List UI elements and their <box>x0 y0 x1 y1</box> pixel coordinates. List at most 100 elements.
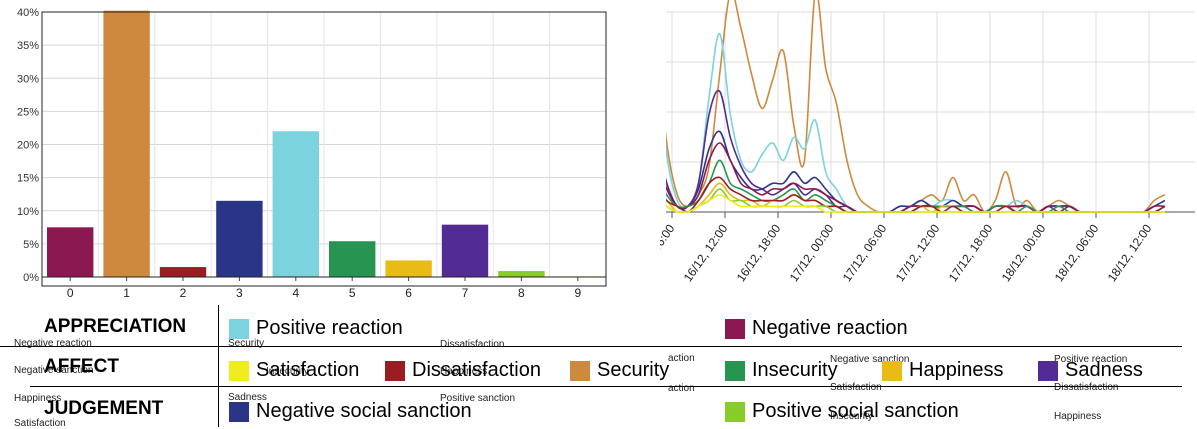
x-tick-label: 18/12, 06:00 <box>1052 221 1102 284</box>
legend-swatch <box>725 360 745 381</box>
ghost-label: Security <box>228 338 265 349</box>
x-tick-label: 8 <box>518 286 525 300</box>
series-line <box>666 0 1166 213</box>
legend-item-sadness: Sadness <box>1038 359 1143 382</box>
bar-chart-svg: 0% 5% 10% 15% 20% 25% 30% 35% 40% 0 1 2 3 4 5 6 7 8 9 <box>17 7 607 300</box>
x-tick-label: 17/12, 00:00 <box>787 221 837 284</box>
bar <box>159 267 207 277</box>
ghost-label: Negative sanction <box>14 365 94 376</box>
y-tick-label: 20% <box>17 140 39 152</box>
legend-category-appreciation: APPRECIATION <box>44 316 187 337</box>
legend-label: Security <box>597 359 670 381</box>
bar <box>498 271 545 277</box>
legend-item-insecurity: Insecurity <box>725 359 838 382</box>
legend-item-negative-reaction: Negative reaction <box>725 317 908 340</box>
legend-label: Happiness <box>909 359 1004 381</box>
series-line <box>666 193 1165 213</box>
x-tick-label: 16/12, 06:00 <box>660 221 678 284</box>
legend-item-positive-social-sanction: Positive social sanction <box>725 400 959 423</box>
legend-swatch <box>725 318 745 339</box>
x-tick-label: 16/12, 12:00 <box>681 221 731 284</box>
x-tick-label: 17/12, 12:00 <box>893 221 943 284</box>
legend-swatch <box>1038 360 1058 381</box>
x-tick-label: 2 <box>180 286 187 300</box>
y-tick-label: 25% <box>17 106 39 118</box>
x-tick-label: 3 <box>236 286 243 300</box>
y-tick-label: 30% <box>17 73 39 85</box>
series-line <box>666 176 1166 213</box>
ghost-label: Satisfaction <box>830 382 882 393</box>
legend-swatch <box>725 401 745 422</box>
legend-divider <box>218 386 1182 387</box>
legend-label: Dissatisfaction <box>412 359 541 381</box>
x-tick-label: 0 <box>67 286 74 300</box>
ghost-label: Happiness <box>1054 411 1102 422</box>
x-tick-label: 5 <box>349 286 356 300</box>
bar <box>47 227 94 277</box>
bar <box>329 241 376 277</box>
legend-label: Insecurity <box>752 359 838 381</box>
y-tick-label: 10% <box>17 206 39 218</box>
x-tick-label: 4 <box>292 286 299 300</box>
x-tick-label: 18/12, 00:00 <box>999 221 1049 284</box>
legend-category-affect: AFFECT <box>44 356 119 377</box>
bar <box>216 200 263 277</box>
ghost-label: Dissatisfaction <box>440 339 505 350</box>
legend-swatch <box>229 401 249 422</box>
ghost-label: Negative sanction <box>830 354 910 365</box>
ghost-label: Insecurity <box>266 366 309 377</box>
ghost-label: Negative reaction <box>14 338 92 349</box>
ghost-label: Sadness <box>228 392 267 403</box>
series-group <box>666 0 1166 213</box>
series-line <box>666 32 1165 213</box>
legend-label: Negative reaction <box>752 317 908 339</box>
ghost-label: Satisfaction <box>14 418 66 429</box>
legend-divider <box>0 346 218 347</box>
bar-chart: 0% 5% 10% 15% 20% 25% 30% 35% 40% 0 1 2 3 4 5 6 7 8 9 <box>0 0 620 305</box>
y-tick-label: 15% <box>17 173 39 185</box>
x-tick-label: 1 <box>123 286 130 300</box>
legend-swatch <box>229 360 249 381</box>
ghost-label: Dissatisfaction <box>1054 382 1119 393</box>
y-tick-label: 35% <box>17 40 39 52</box>
series-line <box>666 89 1166 213</box>
ghost-label: action <box>668 383 695 394</box>
legend-item-happiness: Happiness <box>882 359 1004 382</box>
legend-divider <box>30 386 218 387</box>
legend-divider <box>218 305 219 427</box>
ghost-label: Insecurity <box>830 411 873 422</box>
x-tick-label: 9 <box>574 286 581 300</box>
legend-swatch <box>229 318 249 339</box>
bar <box>103 10 150 278</box>
legend-item-positive-reaction: Positive reaction <box>229 317 403 340</box>
bar <box>272 131 319 277</box>
legend-label: Negative social sanction <box>256 400 472 422</box>
x-tick-label: 17/12, 06:00 <box>840 221 890 284</box>
y-tick-label: 0% <box>23 272 39 284</box>
legend-swatch <box>570 360 590 381</box>
x-tick-label: 6 <box>405 286 412 300</box>
ghost-label: Happiness <box>14 393 62 404</box>
legend-label: Sadness <box>1065 359 1143 381</box>
ghost-label: action <box>668 353 695 364</box>
ghost-label: Positive reaction <box>1054 354 1128 365</box>
legend-item-satisfaction: Satisfaction <box>229 359 359 382</box>
legend-label: Positive reaction <box>256 317 403 339</box>
legend-swatch <box>882 360 902 381</box>
ghost-label: Happiness <box>440 366 488 377</box>
legend-category-judgement: JUDGEMENT <box>44 398 164 419</box>
ghost-label: Positive sanction <box>440 393 516 404</box>
y-tick-label: 40% <box>17 7 39 19</box>
x-tick-label: 17/12, 18:00 <box>946 221 996 284</box>
legend-item-negative-social-sanction: Negative social sanction <box>229 400 472 423</box>
x-tick-label: 16/12, 18:00 <box>734 221 784 284</box>
bar <box>441 224 489 277</box>
legend-label: Satisfaction <box>256 359 360 381</box>
legend-item-dissatisfaction: Dissatisfaction <box>385 359 541 382</box>
legend-item-security: Security <box>570 359 669 382</box>
x-tick-label: 7 <box>462 286 469 300</box>
bar <box>385 260 432 277</box>
x-tick-label: 18/12, 12:00 <box>1105 221 1155 284</box>
